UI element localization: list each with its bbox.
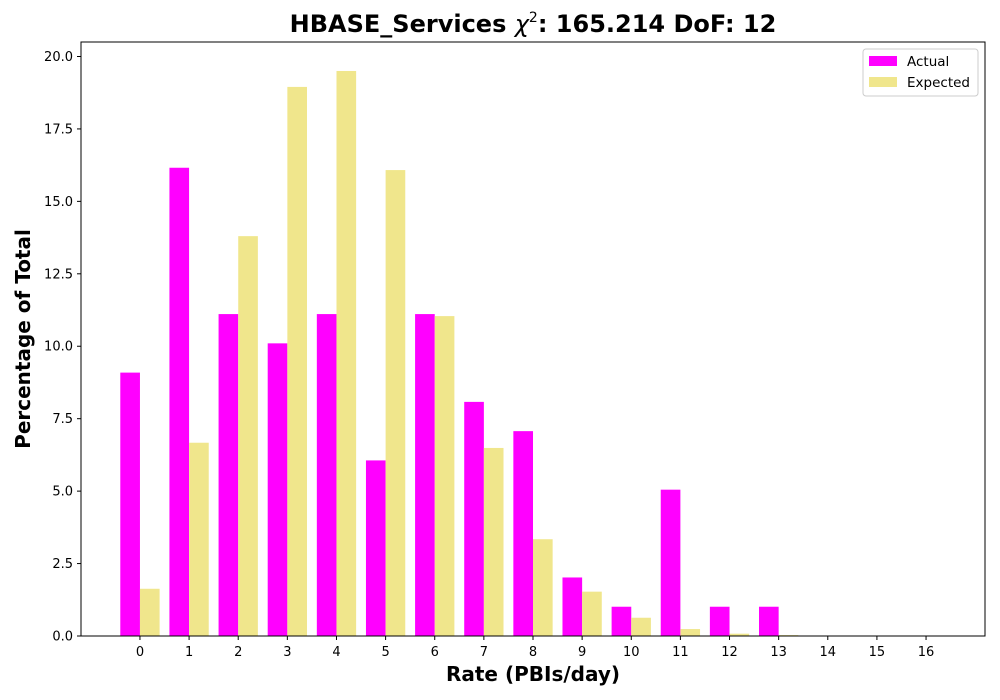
- legend-label-expected: Expected: [907, 75, 970, 91]
- bar-expected-11: [680, 629, 701, 636]
- y-tick-label: 17.5: [44, 122, 73, 137]
- bar-expected-12: [729, 633, 750, 636]
- bar-actual-11: [660, 489, 681, 636]
- chart-title-suffix: : 165.214 DoF: 12: [538, 10, 776, 38]
- plot-frame: [80, 41, 986, 637]
- bar-expected-6: [434, 316, 455, 636]
- y-tick-label: 5.0: [52, 485, 73, 500]
- bar-actual-2: [218, 314, 239, 636]
- bar-expected-5: [385, 170, 406, 636]
- y-tick-label: 2.5: [52, 557, 73, 572]
- bar-expected-10: [631, 617, 651, 636]
- x-tick-label: 4: [332, 645, 340, 660]
- y-tick-label: 7.5: [52, 412, 73, 427]
- x-tick-label: 8: [529, 645, 537, 660]
- x-axis-label: Rate (PBIs/day): [446, 662, 620, 686]
- bar-expected-0: [139, 588, 160, 636]
- bar-expected-3: [287, 86, 307, 636]
- bar-expected-2: [238, 236, 258, 636]
- bar-expected-1: [189, 442, 209, 636]
- x-tick-label: 16: [918, 645, 935, 660]
- chart-title: HBASE_Services χ2: 165.214 DoF: 12: [290, 10, 777, 38]
- y-tick-label: 10.0: [44, 340, 73, 355]
- bar-actual-5: [365, 460, 386, 636]
- x-tick-label: 13: [770, 645, 787, 660]
- bar-actual-6: [415, 314, 435, 636]
- bar-actual-9: [562, 577, 583, 636]
- x-tick-label: 10: [623, 645, 640, 660]
- x-tick-label: 2: [234, 645, 242, 660]
- legend-swatch-expected: [869, 77, 897, 87]
- y-tick-label: 20.0: [44, 50, 73, 65]
- x-tick-label: 0: [136, 645, 144, 660]
- x-tick-label: 6: [431, 645, 439, 660]
- legend: Actual Expected: [862, 48, 979, 97]
- y-tick-label: 15.0: [44, 195, 73, 210]
- bar-actual-3: [267, 343, 288, 636]
- bar-actual-10: [611, 606, 632, 636]
- x-tick-label: 14: [820, 645, 837, 660]
- x-tick-label: 12: [721, 645, 738, 660]
- chart-title-chi: χ: [513, 10, 530, 38]
- bars-group: [120, 70, 799, 637]
- bar-actual-8: [513, 431, 533, 636]
- chart-title-exponent: 2: [529, 10, 538, 26]
- bar-actual-12: [709, 606, 730, 636]
- x-tick-label: 7: [480, 645, 488, 660]
- legend-swatch-actual: [869, 56, 897, 66]
- bar-actual-7: [464, 401, 484, 636]
- bar-expected-9: [582, 591, 602, 636]
- bar-actual-0: [120, 372, 140, 636]
- bar-actual-13: [759, 606, 779, 636]
- bar-expected-4: [336, 70, 357, 637]
- bar-expected-8: [533, 539, 553, 636]
- y-tick-label: 0.0: [52, 630, 73, 645]
- bar-expected-7: [483, 447, 504, 636]
- y-ticks-group: 0.0 2.5 5.0 7.5 10.0 12.5 15.0 17.5 20.0: [44, 50, 81, 645]
- x-tick-label: 15: [869, 645, 886, 660]
- bar-actual-1: [169, 167, 190, 636]
- x-tick-label: 1: [185, 645, 193, 660]
- bar-actual-4: [316, 314, 337, 636]
- x-tick-label: 11: [672, 645, 689, 660]
- y-axis-label: Percentage of Total: [11, 229, 35, 449]
- x-ticks-group: 0 1 2 3 4 5 6 7 8 9 10 11 12 13 14 15 16: [136, 636, 935, 660]
- chart-title-prefix: HBASE_Services: [290, 10, 515, 38]
- x-tick-label: 9: [578, 645, 586, 660]
- x-tick-label: 3: [283, 645, 291, 660]
- legend-label-actual: Actual: [907, 54, 949, 70]
- y-tick-label: 12.5: [44, 267, 73, 282]
- x-tick-label: 5: [381, 645, 389, 660]
